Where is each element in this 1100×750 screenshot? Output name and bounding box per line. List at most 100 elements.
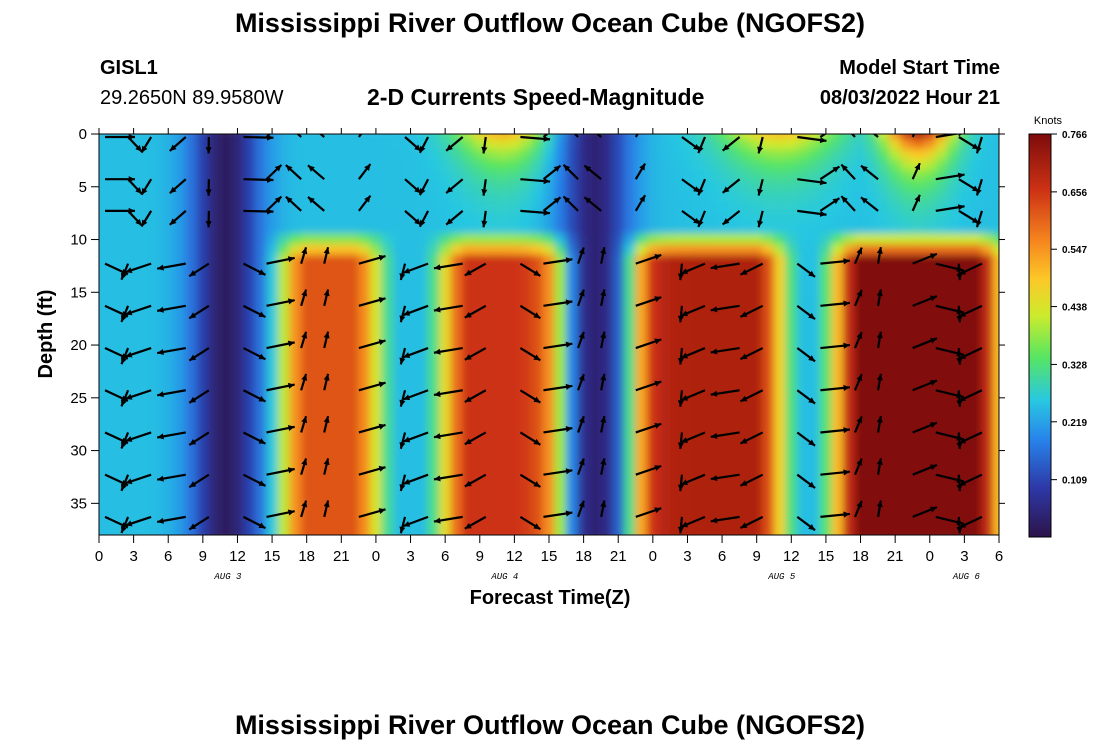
heatmap-cell xyxy=(150,412,165,426)
heatmap-cell xyxy=(335,149,349,162)
current-arrow-head xyxy=(584,197,592,204)
heatmap-cell xyxy=(219,159,234,173)
heatmap-cell xyxy=(819,497,834,510)
heatmap-cell xyxy=(762,317,776,331)
heatmap-cell xyxy=(116,317,130,331)
heatmap-cell xyxy=(508,286,522,299)
current-arrow-head xyxy=(533,438,541,445)
heatmap-cell xyxy=(300,465,315,479)
heatmap-cell xyxy=(439,244,453,257)
heatmap-cell xyxy=(877,423,892,437)
heatmap-cell xyxy=(993,360,999,373)
heatmap-cell xyxy=(866,149,880,162)
heatmap-cell xyxy=(381,381,395,394)
heatmap-cell xyxy=(508,360,522,373)
y-tick-label: 35 xyxy=(70,495,87,512)
heatmap-cell xyxy=(219,149,234,162)
heatmap-cell xyxy=(566,360,580,373)
heatmap-cell xyxy=(243,275,257,289)
heatmap-cell xyxy=(600,222,615,236)
heatmap-cell xyxy=(554,138,569,152)
heatmap-cell xyxy=(173,529,188,535)
heatmap-cell xyxy=(450,518,465,531)
heatmap-cell xyxy=(185,423,199,437)
heatmap-cell xyxy=(912,233,926,247)
heatmap-cell xyxy=(289,307,303,320)
heatmap-cell xyxy=(462,201,476,215)
heatmap-cell xyxy=(485,529,499,535)
heatmap-cell xyxy=(508,212,522,225)
heatmap-cell xyxy=(323,222,338,236)
heatmap-cell xyxy=(866,391,880,405)
heatmap-cell xyxy=(866,370,880,384)
heatmap-cell xyxy=(300,254,315,268)
heatmap-cell xyxy=(393,296,407,310)
heatmap-cell xyxy=(658,412,672,426)
heatmap-cell xyxy=(496,233,511,247)
heatmap-cell xyxy=(658,328,672,342)
heatmap-cell xyxy=(808,275,822,289)
heatmap-cell xyxy=(300,307,315,320)
heatmap-cell xyxy=(669,296,684,310)
heatmap-cell xyxy=(969,244,984,257)
heatmap-cell xyxy=(312,434,326,447)
heatmap-cell xyxy=(762,465,776,479)
heatmap-cell xyxy=(266,529,280,535)
heatmap-cell xyxy=(219,191,234,204)
heatmap-cell xyxy=(912,349,926,363)
heatmap-cell xyxy=(946,254,961,268)
heatmap-cell xyxy=(646,444,661,458)
heatmap-cell xyxy=(658,381,672,394)
heatmap-cell xyxy=(946,339,961,352)
heatmap-cell xyxy=(104,275,119,289)
heatmap-cell xyxy=(416,370,430,384)
heatmap-cell xyxy=(831,529,845,535)
heatmap-cell xyxy=(231,370,245,384)
heatmap-cell xyxy=(889,296,903,310)
heatmap-cell xyxy=(300,170,315,183)
current-arrow-head xyxy=(125,520,133,527)
heatmap-cell xyxy=(623,307,638,320)
heatmap-cell xyxy=(99,402,107,415)
current-arrow-head xyxy=(578,247,585,255)
heatmap-cell xyxy=(254,191,269,204)
heatmap-cell xyxy=(819,349,834,363)
current-arrow-head xyxy=(957,204,965,211)
heatmap-cell xyxy=(277,486,292,500)
heatmap-cell xyxy=(900,465,915,479)
heatmap-cell xyxy=(173,412,188,426)
heatmap-cell xyxy=(127,370,142,384)
heatmap-cell xyxy=(946,212,961,225)
heatmap-cell xyxy=(381,134,395,141)
heatmap-cell xyxy=(150,159,165,173)
heatmap-cell xyxy=(704,134,719,141)
heatmap-cell xyxy=(808,170,822,183)
heatmap-cell xyxy=(381,465,395,479)
heatmap-cell xyxy=(727,402,742,415)
heatmap-cell xyxy=(785,265,799,278)
heatmap-cell xyxy=(277,180,292,194)
heatmap-cell xyxy=(323,296,338,310)
heatmap-cell xyxy=(496,391,511,405)
heatmap-cell xyxy=(635,349,649,363)
heatmap-cell xyxy=(785,244,799,257)
heatmap-cell xyxy=(854,222,869,236)
y-tick-label: 10 xyxy=(70,232,87,249)
heatmap-cell xyxy=(981,286,995,299)
heatmap-cell xyxy=(958,317,972,331)
heatmap-cell xyxy=(277,286,292,299)
heatmap-cell xyxy=(785,507,799,521)
heatmap-cell xyxy=(254,138,269,152)
heatmap-cell xyxy=(219,434,234,447)
y-tick-label: 5 xyxy=(79,179,87,196)
heatmap-cell xyxy=(762,254,776,268)
heatmap-cell xyxy=(727,360,742,373)
heatmap-cell xyxy=(462,254,476,268)
current-arrow-head xyxy=(399,315,406,323)
heatmap-cell xyxy=(554,212,569,225)
heatmap-cell xyxy=(785,465,799,479)
heatmap-cell xyxy=(589,244,603,257)
heatmap-cell xyxy=(196,286,211,299)
current-arrow-head xyxy=(364,122,370,129)
heatmap-cell xyxy=(277,328,292,342)
